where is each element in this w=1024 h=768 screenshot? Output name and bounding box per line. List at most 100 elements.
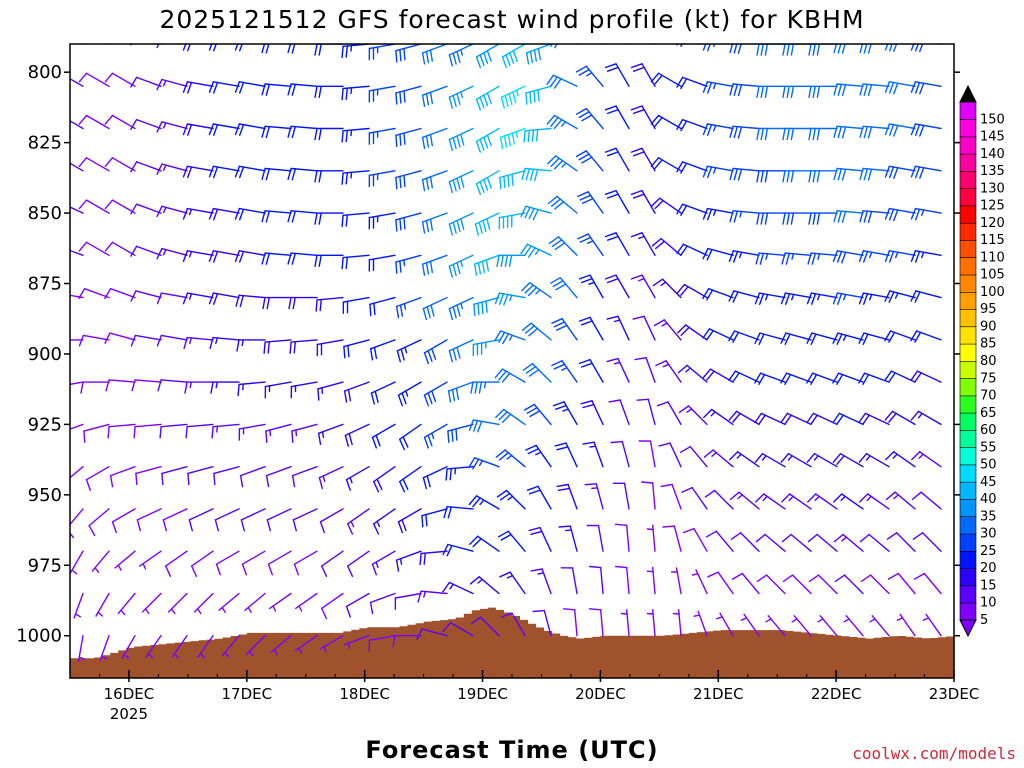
wind-barb xyxy=(729,491,760,510)
wind-barb xyxy=(91,550,110,573)
colorbar-label: 140 xyxy=(980,147,1005,162)
colorbar-label: 80 xyxy=(980,354,997,369)
wind-barb xyxy=(703,449,734,468)
wind-barb xyxy=(494,330,526,345)
wind-barb xyxy=(341,170,370,185)
wind-barb xyxy=(131,379,162,392)
wind-barb xyxy=(70,162,84,172)
x-tick-label: 20DEC xyxy=(575,685,626,703)
wind-barb xyxy=(156,78,188,91)
wind-barb xyxy=(70,466,84,479)
wind-barb xyxy=(702,165,734,179)
wind-barb xyxy=(70,508,84,539)
wind-barb xyxy=(104,114,136,130)
wind-barb xyxy=(521,282,552,299)
wind-barb xyxy=(676,118,708,132)
wind-barb xyxy=(499,170,526,190)
wind-barb xyxy=(395,127,422,148)
colorbar-label: 55 xyxy=(980,440,997,455)
colorbar-label: 5 xyxy=(980,613,988,628)
terrain-layer xyxy=(70,607,954,678)
wind-barb xyxy=(341,85,370,101)
wind-barb xyxy=(345,466,370,491)
colorbar-label: 10 xyxy=(980,596,997,611)
wind-barb xyxy=(884,250,916,263)
wind-barb xyxy=(239,466,266,488)
colorbar-swatch xyxy=(959,481,977,500)
wind-barb xyxy=(547,195,578,214)
wind-barb xyxy=(691,569,708,595)
wind-barb xyxy=(347,508,370,535)
colorbar-label: 70 xyxy=(980,389,997,404)
wind-barb xyxy=(885,491,916,510)
wind-barb xyxy=(395,254,422,274)
wind-barb xyxy=(858,332,890,345)
wind-barb xyxy=(423,381,448,407)
wind-barb xyxy=(237,381,266,397)
colorbar-swatch xyxy=(959,188,977,207)
wind-barb xyxy=(525,44,552,65)
wind-barb xyxy=(728,250,760,263)
wind-barb xyxy=(577,233,604,257)
x-tick-label: 16DEC xyxy=(104,685,155,703)
wind-barb xyxy=(395,85,422,105)
colorbar-label: 95 xyxy=(980,302,997,317)
wind-barb xyxy=(884,123,916,137)
wind-barb xyxy=(421,85,448,107)
colorbar-swatch xyxy=(959,550,977,569)
wind-barb xyxy=(580,400,604,426)
y-tick-label: 800 xyxy=(28,62,62,83)
wind-barb xyxy=(556,483,578,510)
wind-barb xyxy=(494,368,526,383)
wind-barb xyxy=(634,357,656,383)
colorbar-label: 145 xyxy=(980,130,1005,145)
wind-barb xyxy=(368,212,396,230)
colorbar-swatch xyxy=(959,377,977,397)
wind-barb xyxy=(858,292,890,305)
wind-barb xyxy=(806,453,838,468)
wind-barb xyxy=(546,74,578,89)
wind-barb xyxy=(547,155,578,172)
wind-barb xyxy=(833,167,864,181)
wind-barb xyxy=(447,381,474,403)
wind-barb xyxy=(157,379,188,392)
wind-barb xyxy=(156,247,188,260)
wind-barb xyxy=(77,635,86,662)
y-axis: 800 825 850 875 900 925 950 975 1000 xyxy=(16,62,960,647)
wind-barb xyxy=(78,334,110,347)
colorbar-label: 50 xyxy=(980,458,997,473)
wind-barb xyxy=(88,508,110,537)
wind-barb xyxy=(417,590,448,603)
colorbar-legend: 5 10 15 20 25 30 35 40 45 50 55 60 65 70 75 80 85 90 95 100… xyxy=(959,84,1005,638)
wind-barb xyxy=(70,249,84,257)
wind-barb xyxy=(755,493,786,510)
x-tick-label: 18DEC xyxy=(339,685,390,703)
wind-barb xyxy=(475,85,500,111)
wind-barb xyxy=(638,440,656,468)
wind-barb xyxy=(396,339,422,363)
wind-barb xyxy=(588,608,604,637)
wind-barb xyxy=(582,441,604,468)
wind-barb xyxy=(419,550,448,566)
wind-barb xyxy=(423,339,448,365)
colorbar-swatch xyxy=(959,136,977,155)
colorbar-swatch xyxy=(959,239,977,259)
wind-barb xyxy=(421,127,448,150)
wind-barb xyxy=(832,250,864,264)
wind-barb xyxy=(343,339,370,359)
wind-barb xyxy=(549,277,578,299)
wind-barb xyxy=(104,199,136,214)
wind-barb xyxy=(369,592,396,615)
wind-barb xyxy=(261,167,292,181)
wind-barb xyxy=(604,274,630,299)
wind-barb xyxy=(588,565,604,595)
wind-barb xyxy=(156,292,188,305)
wind-barb xyxy=(546,44,578,49)
wind-barb xyxy=(266,508,292,532)
wind-barb xyxy=(470,616,500,637)
colorbar-swatch xyxy=(959,170,977,190)
wind-barb xyxy=(806,292,838,305)
wind-barb xyxy=(287,210,318,223)
wind-barb xyxy=(606,357,630,383)
wind-barb xyxy=(287,125,318,139)
